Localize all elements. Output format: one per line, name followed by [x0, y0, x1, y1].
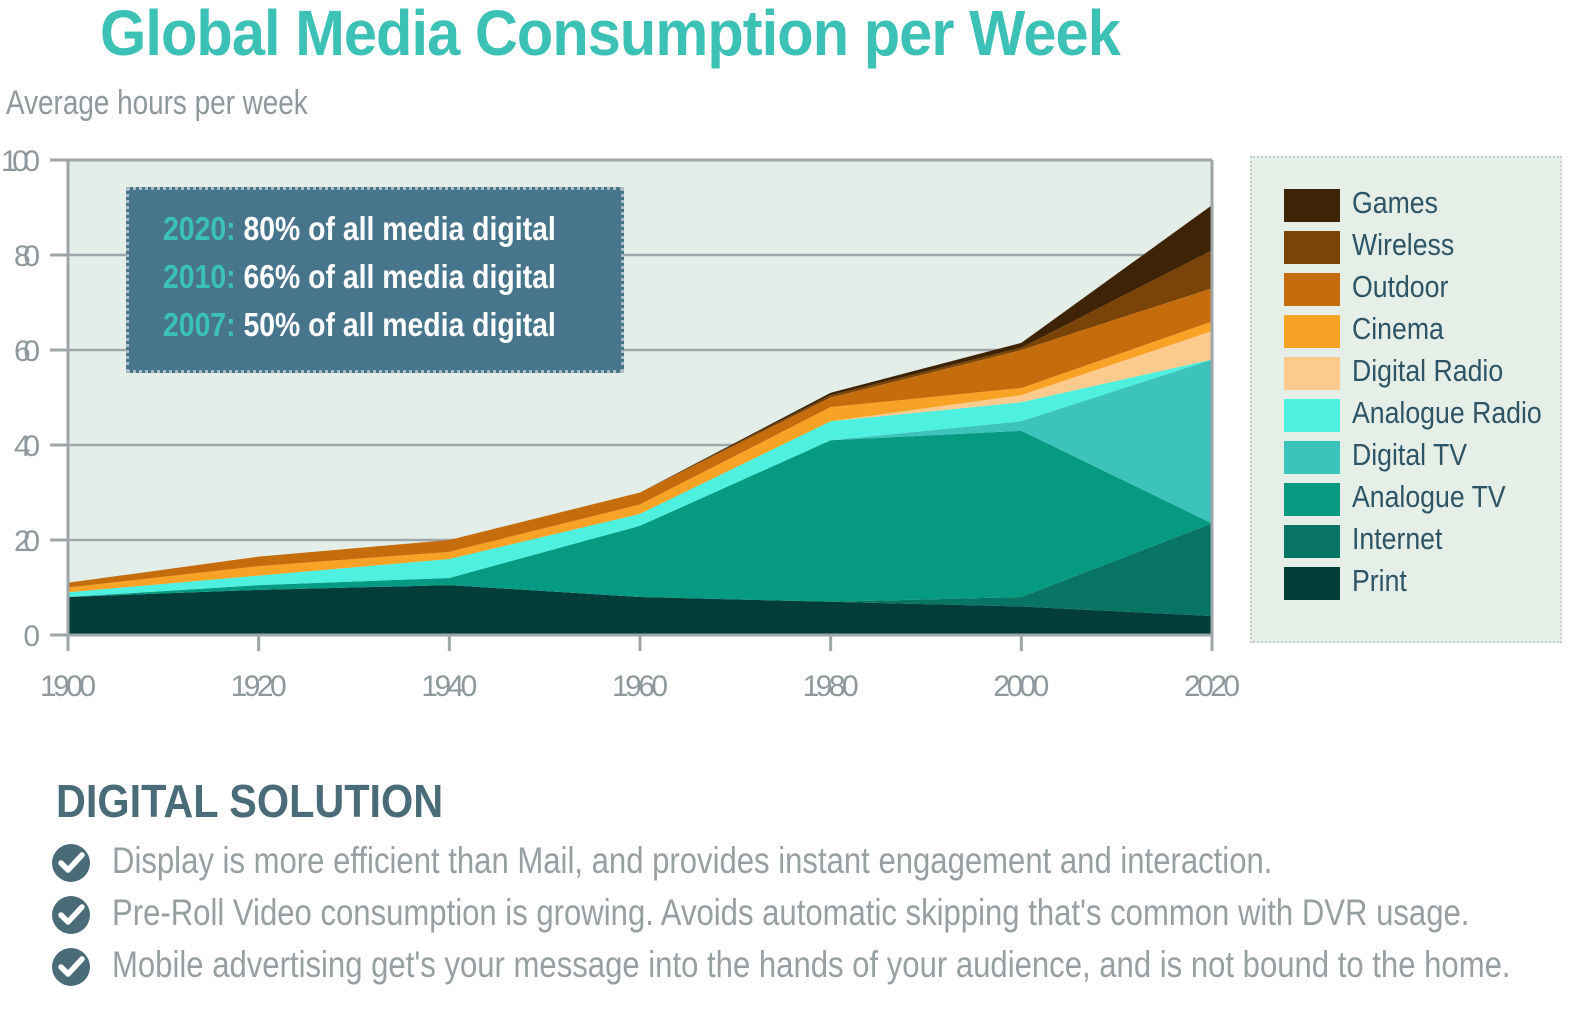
callout-text: 66% of all media digital: [243, 258, 556, 295]
section-heading: DIGITAL SOLUTION: [56, 775, 444, 827]
y-tick-label: 60: [14, 335, 40, 368]
legend-label: Wireless: [1352, 227, 1455, 262]
check-circle-icon: [52, 896, 90, 934]
legend-swatch: [1284, 567, 1340, 600]
x-tick-label: 2000: [993, 670, 1049, 703]
check-circle-icon: [52, 948, 90, 986]
legend-label: Internet: [1352, 521, 1443, 556]
y-tick-label: 80: [14, 240, 40, 273]
y-tick-label: 100: [1, 145, 40, 178]
legend-label: Digital Radio: [1352, 353, 1504, 388]
legend-label: Cinema: [1352, 311, 1444, 346]
legend-swatch: [1284, 273, 1340, 306]
legend-label: Analogue Radio: [1352, 395, 1542, 430]
bullet-text: Mobile advertising get's your message in…: [112, 944, 1511, 985]
bullet-text: Pre-Roll Video consumption is growing. A…: [112, 892, 1470, 933]
legend-swatch: [1284, 525, 1340, 558]
area-series-analogue-tv: [68, 430, 1212, 602]
x-tick-label: 1920: [231, 670, 287, 703]
legend-swatch: [1284, 483, 1340, 516]
digital-share-callout: 2020: 80% of all media digital 2010: 66%…: [126, 187, 624, 373]
callout-year: 2020:: [163, 210, 236, 247]
legend-swatch: [1284, 189, 1340, 222]
legend-label: Analogue TV: [1352, 479, 1506, 514]
check-circle-icon: [52, 844, 90, 882]
callout-line-2010: 2010: 66% of all media digital: [163, 258, 556, 296]
callout-line-2020: 2020: 80% of all media digital: [163, 210, 556, 248]
callout-line-2007: 2007: 50% of all media digital: [163, 306, 556, 344]
chart-legend: Games Wireless Outdoor Cinema Digital Ra…: [1250, 156, 1562, 643]
legend-swatch: [1284, 357, 1340, 390]
x-tick-label: 1940: [421, 670, 477, 703]
x-tick-label: 2020: [1184, 670, 1240, 703]
x-tick-label: 1900: [40, 670, 96, 703]
legend-label: Print: [1352, 563, 1407, 598]
legend-label: Outdoor: [1352, 269, 1449, 304]
legend-swatch: [1284, 399, 1340, 432]
y-tick-label: 40: [14, 430, 40, 463]
area-series-print: [68, 585, 1212, 635]
y-tick-label: 0: [23, 620, 40, 653]
area-series-internet: [68, 523, 1212, 616]
callout-text: 50% of all media digital: [243, 306, 556, 343]
callout-text: 80% of all media digital: [243, 210, 556, 247]
x-tick-label: 1980: [803, 670, 859, 703]
legend-swatch: [1284, 231, 1340, 264]
x-tick-label: 1960: [612, 670, 668, 703]
chart-subtitle: Average hours per week: [6, 84, 308, 122]
legend-label: Games: [1352, 185, 1438, 220]
callout-year: 2010:: [163, 258, 236, 295]
bullet-text: Display is more efficient than Mail, and…: [112, 840, 1273, 881]
page-title: Global Media Consumption per Week: [100, 0, 1121, 69]
legend-swatch: [1284, 441, 1340, 474]
legend-label: Digital TV: [1352, 437, 1468, 472]
callout-year: 2007:: [163, 306, 236, 343]
legend-swatch: [1284, 315, 1340, 348]
area-series-analogue-radio: [68, 359, 1212, 597]
y-tick-label: 20: [14, 525, 40, 558]
